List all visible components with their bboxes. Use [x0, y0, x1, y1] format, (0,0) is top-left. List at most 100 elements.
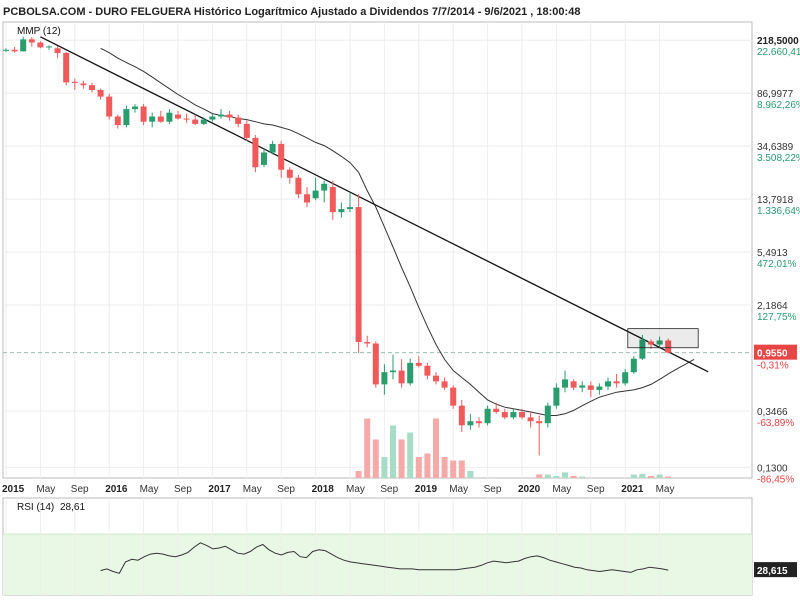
candle-body — [71, 81, 78, 83]
candle — [398, 359, 405, 388]
candle-body — [218, 114, 224, 117]
candle — [407, 358, 414, 386]
rsi-axis: 28,615 — [754, 562, 797, 578]
volume-bar — [639, 473, 646, 478]
candle-body — [278, 143, 285, 170]
candle-body — [80, 83, 87, 86]
rsi-last-tag — [754, 562, 797, 578]
price-tick-label: 5,4913 — [757, 248, 788, 259]
candle — [114, 114, 121, 129]
candle — [278, 140, 285, 178]
candle — [63, 52, 70, 86]
candle — [140, 104, 147, 126]
price-tick-pct: -63,89% — [757, 418, 794, 429]
candle-body — [648, 341, 654, 345]
candle — [132, 104, 138, 113]
candle — [329, 180, 336, 220]
rsi-zone — [3, 534, 752, 595]
time-tick-label: May — [552, 484, 571, 495]
candle-body — [605, 381, 611, 387]
candle — [501, 408, 508, 420]
candle-body — [192, 119, 199, 124]
rsi-grid — [3, 498, 752, 595]
candle-body — [261, 152, 267, 165]
time-tick-label: Sep — [71, 484, 89, 495]
candle-body — [536, 421, 543, 424]
candlesticks — [3, 36, 672, 456]
volume-bar — [364, 418, 371, 478]
candle — [218, 109, 224, 119]
candle — [166, 109, 173, 124]
candle — [200, 117, 207, 126]
candle — [458, 399, 465, 433]
volume-bar — [458, 460, 465, 478]
candle-body — [209, 116, 216, 120]
candle — [390, 354, 396, 380]
price-tick-label: 0,1300 — [757, 463, 788, 474]
candle-body — [501, 412, 508, 418]
volume-bars — [355, 418, 672, 478]
candle — [570, 379, 577, 390]
candle — [510, 408, 517, 420]
candle-body — [355, 207, 362, 342]
candle-body — [484, 408, 491, 424]
candle — [295, 174, 302, 199]
candle — [261, 148, 267, 168]
candle-body — [243, 123, 250, 138]
candle — [286, 167, 293, 184]
time-tick-label: May — [140, 484, 159, 495]
candle-body — [639, 339, 646, 359]
candle-body — [286, 169, 293, 178]
time-tick-label: 2020 — [518, 484, 541, 495]
candle-body — [149, 116, 156, 122]
candle-body — [441, 381, 448, 388]
candle — [493, 402, 500, 414]
candle-body — [622, 372, 629, 384]
candle — [157, 110, 164, 123]
volume-bar — [648, 475, 654, 478]
price-tick-pct: 22.660,41% — [757, 47, 800, 58]
volume-bar — [372, 439, 379, 478]
rsi-line — [100, 542, 669, 574]
candle — [381, 364, 388, 395]
last-price-label: 0,9550 — [757, 349, 788, 360]
candle — [665, 338, 672, 354]
volume-bar — [398, 439, 405, 478]
candle — [364, 335, 371, 348]
price-grid — [2, 21, 753, 479]
volume-bar — [390, 425, 396, 478]
candle-body — [587, 385, 594, 390]
candle-body — [132, 106, 138, 110]
candle — [11, 46, 18, 53]
candle-body — [329, 187, 336, 213]
price-tick-pct: 1.336,64% — [757, 206, 800, 217]
candle-body — [527, 417, 534, 422]
candle — [3, 48, 9, 53]
candle-body — [312, 190, 319, 199]
time-tick-label: Sep — [484, 484, 502, 495]
candle-body — [424, 365, 431, 376]
candle-body — [54, 48, 61, 53]
candle — [476, 417, 482, 428]
candle — [355, 194, 362, 353]
time-tick-label: 2017 — [208, 484, 231, 495]
candle-body — [579, 385, 586, 388]
candle-body — [304, 194, 310, 203]
candle — [226, 110, 233, 121]
candle — [536, 415, 543, 456]
volume-bar — [656, 474, 663, 478]
candle-body — [553, 387, 560, 406]
time-tick-label: May — [243, 484, 262, 495]
candle — [630, 356, 637, 374]
candle-body — [97, 89, 104, 97]
candle-body — [157, 116, 164, 122]
ma-path — [100, 47, 695, 416]
candle — [519, 408, 525, 420]
candle-body — [11, 49, 18, 52]
candle — [484, 405, 491, 426]
candle-body — [166, 112, 173, 122]
rsi-legend-label: RSI (14) — [17, 502, 54, 513]
candle-body — [390, 370, 396, 373]
price-tick-label: 218,5000 — [757, 36, 799, 47]
